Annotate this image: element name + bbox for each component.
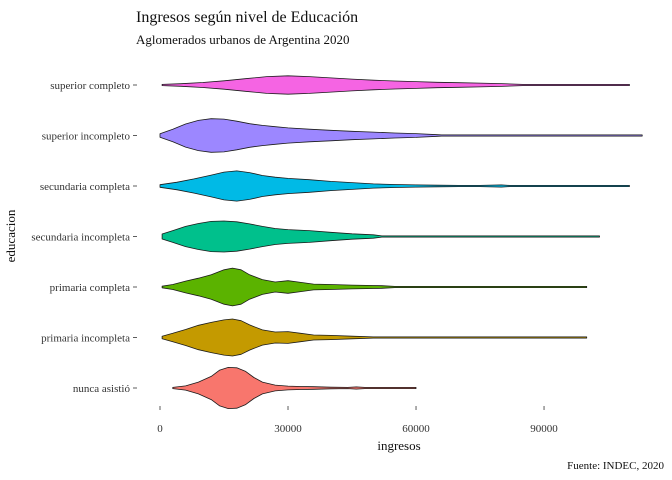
y-tick-label: secundaria completa	[40, 181, 130, 193]
y-axis-label: educacion	[3, 209, 18, 262]
violin-secundaria-completa	[159, 170, 630, 202]
y-tick-label: secundaria incompleta	[31, 232, 130, 244]
y-tick-label: superior incompleto	[42, 131, 131, 143]
violin-secundaria-incompleta	[161, 220, 600, 253]
x-tick-label: 30000	[274, 423, 302, 435]
violin-superior-incompleto	[159, 118, 643, 153]
y-axis-tick-labels: superior completo superior incompleto secu…	[31, 80, 137, 395]
chart-caption: Fuente: INDEC, 2020	[567, 460, 664, 472]
violin-primaria-completa	[161, 267, 588, 307]
y-tick-label: primaria incompleta	[41, 333, 130, 345]
chart-subtitle: Aglomerados urbanos de Argentina 2020	[136, 32, 350, 47]
chart-title: Ingresos según nivel de Educación	[136, 9, 358, 26]
x-axis-label: ingresos	[377, 438, 420, 453]
x-tick-label: 60000	[402, 423, 430, 435]
y-tick-label: superior completo	[50, 80, 130, 92]
violin-primaria-incompleta	[161, 318, 588, 357]
violin-nunca-asistió	[172, 367, 417, 409]
violin-superior-completo	[161, 75, 630, 95]
x-axis-tick-labels: 0 30000 60000 90000	[157, 406, 558, 435]
violin-plot-area	[159, 75, 643, 409]
y-tick-label: nunca asistió	[73, 383, 131, 395]
x-tick-label: 0	[157, 423, 163, 435]
y-tick-label: primaria completa	[50, 282, 130, 294]
x-tick-label: 90000	[530, 423, 558, 435]
